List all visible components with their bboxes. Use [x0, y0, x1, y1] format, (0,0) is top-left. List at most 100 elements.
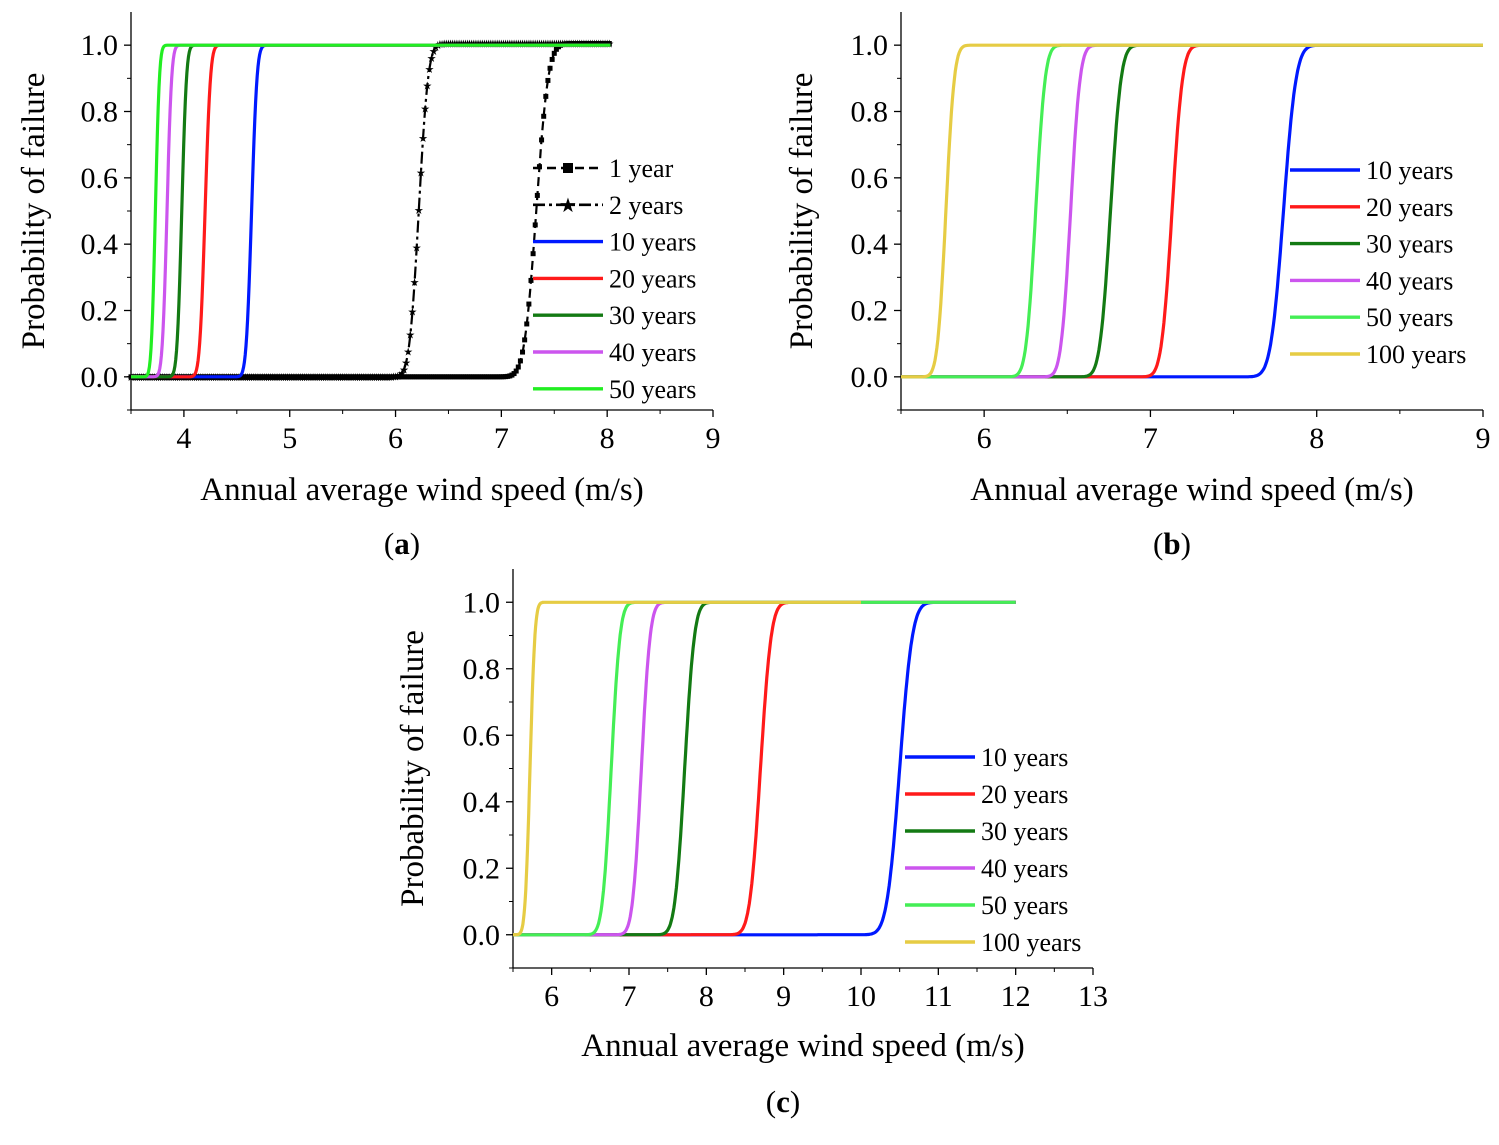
series-marker-square	[547, 65, 553, 71]
x-tick-label: 9	[706, 422, 721, 455]
series-marker-star: ★	[424, 64, 434, 76]
series-marker-star: ★	[382, 372, 392, 384]
series-line-50-years	[513, 600, 1016, 937]
x-tick-label: 5	[282, 422, 297, 455]
series-marker-star: ★	[251, 372, 261, 384]
series-marker-star: ★	[314, 372, 324, 384]
series-marker-star: ★	[272, 372, 282, 384]
series-marker-star: ★	[336, 372, 346, 384]
series-marker-star: ★	[259, 372, 269, 384]
series-marker-square	[528, 277, 534, 283]
series-marker-star: ★	[408, 307, 418, 319]
x-tick-label: 6	[544, 980, 559, 1013]
series-marker-star: ★	[317, 372, 327, 384]
series-line-100-years	[901, 43, 1483, 379]
series-marker-star: ★	[236, 372, 246, 384]
series-marker-star: ★	[414, 205, 424, 217]
series-marker-star: ★	[350, 372, 360, 384]
series-marker-star: ★	[372, 372, 382, 384]
y-axis-title: Probability of failure	[16, 73, 52, 350]
series-marker-star: ★	[405, 330, 415, 342]
y-tick-label: 0.4	[851, 228, 889, 261]
series-marker-star: ★	[397, 368, 407, 380]
x-tick-label: 9	[776, 980, 791, 1013]
series-marker-star: ★	[266, 372, 276, 384]
series-marker-star: ★	[401, 357, 411, 369]
series-marker-square	[536, 164, 542, 170]
legend-label: 100 years	[981, 928, 1081, 957]
series-line-20-years	[131, 43, 611, 379]
legend-label: 10 years	[1366, 156, 1453, 185]
y-tick-label: 0.4	[463, 786, 501, 819]
series-marker-star: ★	[329, 372, 339, 384]
series-marker-star: ★	[325, 372, 335, 384]
chart-panel-c: 0.0 0.2 0.4 0.6 0.8 1.0 6 7 8 9 10 11 12 13 Annual ave…	[395, 569, 1108, 1119]
series-marker-square	[511, 371, 517, 377]
series-marker-star: ★	[300, 372, 310, 384]
y-tick-label: 0.8	[81, 96, 119, 129]
legend-label: 40 years	[981, 854, 1068, 883]
series-marker-star: ★	[412, 243, 422, 255]
series-marker-star: ★	[281, 372, 291, 384]
series-marker-star: ★	[420, 104, 430, 116]
series-marker-star: ★	[338, 372, 348, 384]
legend-label: 10 years	[981, 743, 1068, 772]
x-tick-label: 12	[1001, 980, 1031, 1013]
series-line-30-years	[513, 600, 1016, 937]
series-marker-square	[541, 113, 547, 119]
series-marker-star: ★	[427, 53, 437, 65]
series-marker-star: ★	[361, 372, 371, 384]
legend-label: 1 year	[609, 154, 674, 183]
y-tick-label: 0.6	[851, 162, 889, 195]
series-marker-star: ★	[289, 372, 299, 384]
series-marker-star: ★	[302, 372, 312, 384]
series-marker-star: ★	[291, 372, 301, 384]
series-line-50-years	[131, 43, 611, 379]
series-marker-square	[530, 251, 536, 257]
series-marker-star: ★	[388, 372, 398, 384]
legend-label: 30 years	[981, 817, 1068, 846]
series-marker-star: ★	[429, 46, 439, 58]
series-marker-square	[517, 358, 523, 364]
series-marker-star: ★	[327, 372, 337, 384]
series-marker-square	[543, 93, 549, 99]
series-marker-star: ★	[384, 372, 394, 384]
series-marker-star: ★	[369, 372, 379, 384]
series-line-10-years	[513, 600, 1016, 937]
panel-label-paren: (	[1153, 526, 1163, 561]
series-line-30-years	[131, 43, 611, 379]
series-marker-star: ★	[348, 372, 358, 384]
series-marker-star: ★	[245, 372, 255, 384]
x-axis-title: Annual average wind speed (m/s)	[581, 1028, 1025, 1064]
series-marker-star: ★	[374, 372, 384, 384]
legend-label: 40 years	[1366, 266, 1453, 295]
x-tick-label: 8	[699, 980, 714, 1013]
series-marker-star: ★	[283, 372, 293, 384]
series-line-100-years	[513, 600, 861, 937]
series-marker-star: ★	[249, 372, 259, 384]
series-line-1-year	[131, 42, 611, 378]
legend-label: 100 years	[1366, 340, 1466, 369]
y-tick-label: 0.8	[463, 653, 501, 686]
chart-panel-b: 0.0 0.2 0.4 0.6 0.8 1.0 6 7 8 9 Annual average win…	[784, 12, 1491, 561]
x-tick-label: 13	[1078, 980, 1108, 1013]
series-line-40-years	[513, 600, 1016, 937]
series-marker-star: ★	[376, 372, 386, 384]
panel-label-paren: )	[410, 526, 420, 561]
panel-label-letter: b	[1163, 526, 1180, 561]
panel-label-paren: )	[790, 1084, 800, 1119]
series-marker-star: ★	[344, 372, 354, 384]
x-axis-title: Annual average wind speed (m/s)	[970, 472, 1414, 508]
series-marker-star: ★	[367, 372, 377, 384]
series-marker-star: ★	[353, 372, 363, 384]
series-marker-star: ★	[293, 372, 303, 384]
series-marker-star: ★	[278, 372, 288, 384]
series-marker-square	[522, 337, 528, 343]
series-marker-star: ★	[363, 372, 373, 384]
series-line-2-years	[131, 42, 611, 378]
x-tick-label: 7	[494, 422, 509, 455]
series-marker-star: ★	[422, 81, 432, 93]
series-marker-star: ★	[319, 372, 329, 384]
series-marker-star: ★	[304, 372, 314, 384]
y-tick-label: 1.0	[463, 586, 501, 619]
